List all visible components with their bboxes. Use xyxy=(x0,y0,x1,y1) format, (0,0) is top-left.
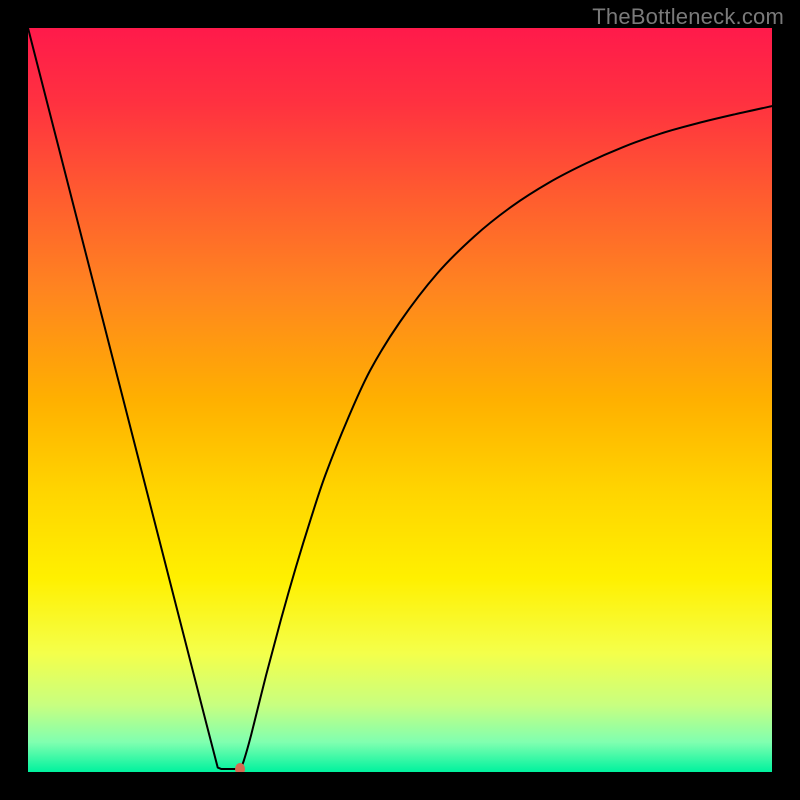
watermark-label: TheBottleneck.com xyxy=(592,4,784,30)
gradient-background xyxy=(28,28,772,772)
plot-area xyxy=(28,28,772,772)
bottleneck-curve-chart xyxy=(28,28,772,772)
chart-frame: TheBottleneck.com xyxy=(0,0,800,800)
